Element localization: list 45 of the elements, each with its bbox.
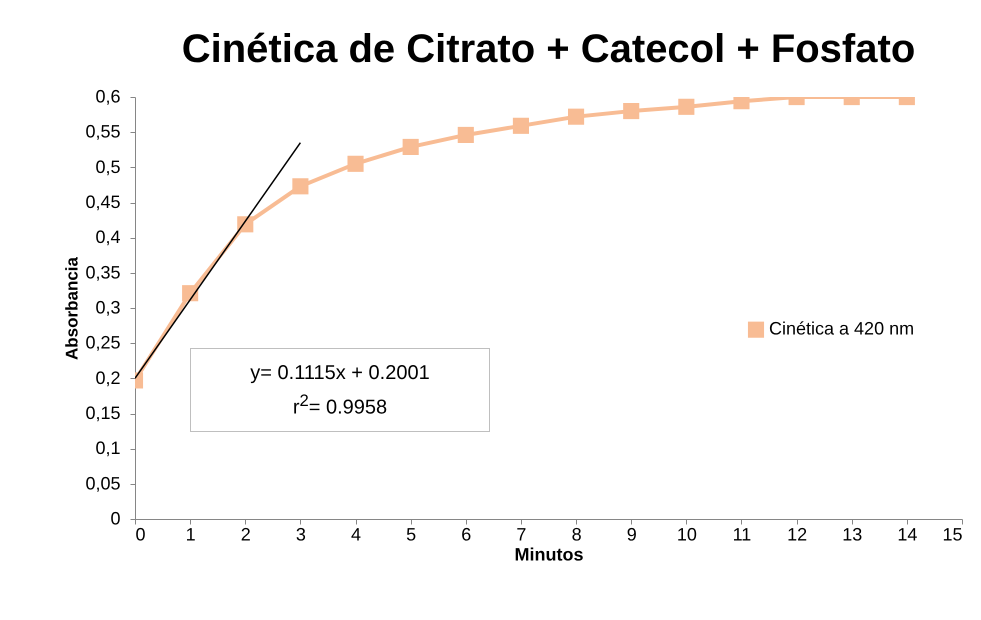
- y-tick-label: 0,1: [95, 438, 120, 458]
- y-tick-label: 0,2: [95, 368, 120, 388]
- x-tick-label: 1: [186, 524, 196, 544]
- point: [512, 118, 529, 134]
- y-tick-label: 0,3: [95, 298, 120, 318]
- y-tick-label: 0,45: [85, 192, 120, 212]
- y-tick-label: 0,5: [95, 156, 120, 177]
- point: [568, 108, 584, 125]
- x-tick-label: 8: [572, 524, 582, 544]
- y-tick-label: 0,05: [85, 473, 120, 494]
- point: [182, 285, 198, 302]
- point: [347, 156, 364, 172]
- x-tick-label: 4: [351, 524, 362, 544]
- x-tick-label: 10: [676, 524, 697, 544]
- x-tick-label: 11: [732, 524, 752, 544]
- annotation: y= 0.1115x + 0.2001: [250, 360, 430, 386]
- legend-label: Cinética a 420 nm: [769, 318, 914, 339]
- y-tick-label: 0,15: [85, 403, 120, 423]
- y-tick-label: 0,6: [95, 86, 120, 106]
- x-tick-label: 6: [461, 524, 472, 544]
- x-tick-label: 5: [406, 524, 416, 544]
- y-tick-label: 0,4: [95, 227, 120, 248]
- x-tick-label: 2: [240, 524, 251, 544]
- point: [292, 178, 308, 194]
- x-tick-label: 14: [897, 524, 918, 544]
- y-tick-label: 0,25: [85, 332, 120, 353]
- equation-text-box: y= 0.1115x + 0.2001 r$^{2}$= 0.9958: [190, 348, 490, 432]
- x-tick-label: 15: [942, 524, 962, 544]
- point: [678, 98, 694, 115]
- y-tick-label: 0: [110, 508, 120, 528]
- chart-title: Cinética de Citrato + Catecol + Fosfato: [182, 27, 916, 71]
- point: [402, 138, 419, 155]
- x-tick-label: 7: [516, 524, 526, 544]
- x-axis-title: Minutos: [514, 544, 584, 564]
- annotation: r$^{2}$= 0.9958: [292, 390, 388, 420]
- x-tick-label: 0: [136, 524, 146, 544]
- x-tick-label: 12: [787, 524, 808, 544]
- y-tick-label: 0,55: [85, 122, 120, 142]
- x-tick-label: 9: [626, 524, 637, 544]
- y-axis-title: Absorbancia: [62, 256, 82, 360]
- x-tick-label: 13: [842, 524, 862, 544]
- point: [458, 126, 474, 144]
- point: [623, 103, 640, 120]
- y-tick-label: 0,35: [85, 262, 120, 282]
- x-tick-label: 3: [296, 524, 306, 544]
